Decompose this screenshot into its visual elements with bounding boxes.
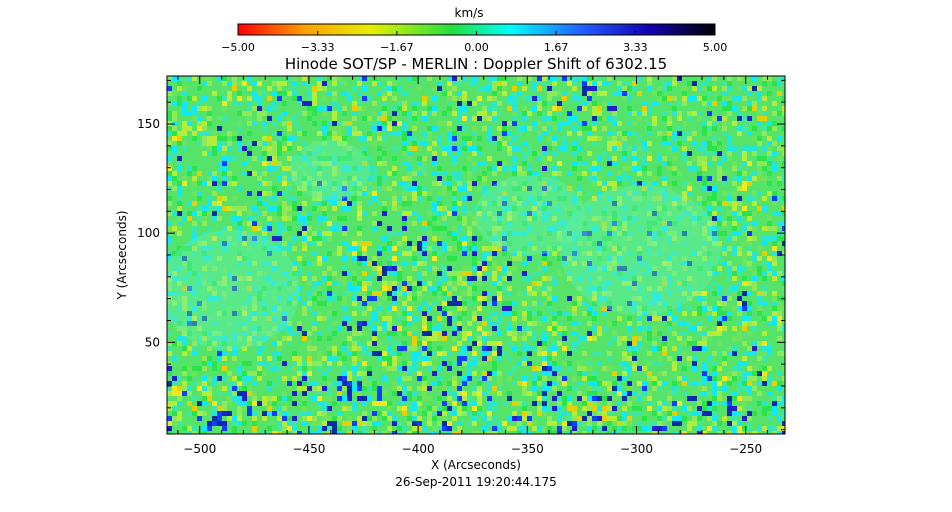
heatmap-patch (167, 230, 300, 350)
y-tick-label: 50 (145, 335, 160, 349)
colorbar-tick-label: 3.33 (623, 41, 648, 54)
x-tick-label: −250 (729, 442, 762, 456)
y-tick-label: 150 (137, 117, 160, 131)
heatmap-cells (167, 76, 785, 434)
y-tick-label: 100 (137, 226, 160, 240)
x-tick-label: −350 (511, 442, 544, 456)
heatmap-cells (167, 76, 785, 434)
colorbar-tick-label: 1.67 (544, 41, 569, 54)
axis-ticks: −500 −450 −400 −350 −300 −250 50 100 150 (137, 76, 785, 456)
heatmap-patch (475, 175, 585, 255)
colorbar-tick-label: −5.00 (221, 41, 255, 54)
colorbar-tick-label: 0.00 (464, 41, 489, 54)
x-tick-label: −400 (402, 442, 435, 456)
colorbar-tick-label: −1.67 (380, 41, 414, 54)
x-axis-label: X (Arcseconds) (431, 458, 521, 472)
colorbar-tick-label: 5.00 (703, 41, 728, 54)
heatmap-cells (167, 76, 785, 434)
observation-timestamp: 26-Sep-2011 19:20:44.175 (395, 475, 557, 489)
heatmap-patch (290, 140, 370, 200)
colorbar-tick-label: −3.33 (301, 41, 335, 54)
doppler-heatmap (167, 76, 785, 434)
heatmap-cells (167, 76, 785, 434)
y-axis-label: Y (Arcseconds) (115, 210, 129, 300)
x-tick-label: −300 (620, 442, 653, 456)
x-tick-label: −450 (292, 442, 325, 456)
heatmap-cells (177, 81, 785, 434)
colorbar-ticks: −5.00 −3.33 −1.67 0.00 1.67 3.33 5.00 (221, 31, 727, 54)
chart-title: Hinode SOT/SP - MERLIN : Doppler Shift o… (285, 55, 667, 73)
colorbar-label: km/s (455, 6, 484, 20)
x-tick-label: −500 (183, 442, 216, 456)
heatmap-cells (167, 76, 785, 434)
heatmap-cells (167, 81, 785, 434)
heatmap-patch (560, 185, 720, 315)
